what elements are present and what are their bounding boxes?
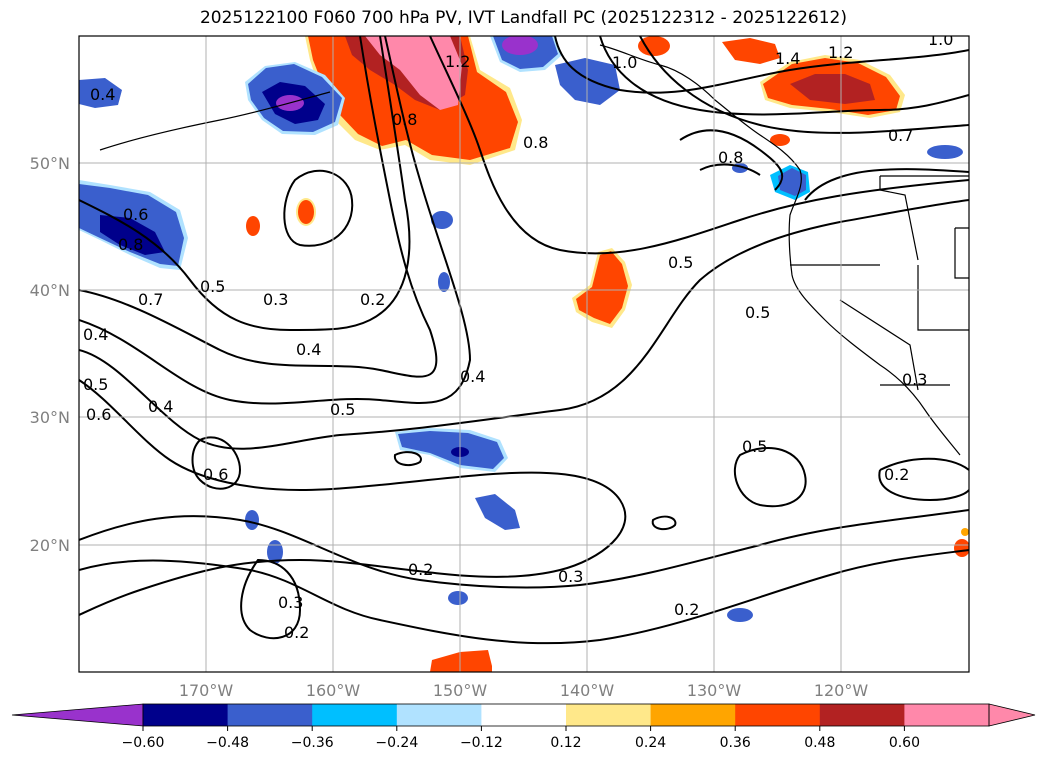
colorbar-tick-label: 0.48 (804, 735, 835, 751)
colorbar-extend-high (988, 703, 1036, 727)
lat-axis: 50°N 40°N 30°N 20°N (30, 154, 70, 555)
contour-label: 0.4 (90, 85, 115, 104)
contour-label: 1.0 (612, 53, 637, 72)
contour-label: 0.5 (200, 277, 225, 296)
chart-title: 2025122100 F060 700 hPa PV, IVT Landfall… (199, 8, 847, 28)
colorbar-tick-label: −0.60 (122, 735, 165, 751)
contour-label: 0.3 (902, 370, 927, 389)
contour-label: 0.5 (668, 253, 693, 272)
contour-label: 1.0 (928, 30, 953, 49)
colorbar: −0.60 −0.48 −0.36 −0.24 −0.12 0.12 0.24 0.36 0.4… (11, 703, 1036, 751)
contour-label: 0.3 (263, 290, 288, 309)
colorbar-segment (481, 704, 567, 726)
contour-label: 0.2 (674, 600, 699, 619)
contour-label: 0.6 (123, 205, 148, 224)
contour-label: 0.8 (718, 148, 743, 167)
lon-label: 170°W (179, 681, 234, 700)
colorbar-tick-label: −0.12 (460, 735, 503, 751)
contour-label: 1.2 (828, 43, 853, 62)
colorbar-segment (566, 704, 652, 726)
colorbar-segment (735, 704, 821, 726)
lat-label: 30°N (30, 408, 70, 427)
contour-label: 0.4 (83, 325, 108, 344)
lon-axis: 170°W 160°W 150°W 140°W 130°W 120°W (179, 681, 869, 700)
contour-label: 0.8 (392, 110, 417, 129)
colorbar-segment (143, 704, 229, 726)
colorbar-tick-label: 0.36 (720, 735, 751, 751)
colorbar-segment (396, 704, 482, 726)
coastlines (99, 44, 969, 456)
lat-label: 20°N (30, 536, 70, 555)
contour-label: 0.6 (203, 465, 228, 484)
colorbar-segment (227, 704, 313, 726)
lat-label: 40°N (30, 281, 70, 300)
contour-label: 0.5 (745, 303, 770, 322)
lon-label: 130°W (687, 681, 742, 700)
contour-label: 1.4 (775, 49, 800, 68)
contour-label: 0.2 (408, 560, 433, 579)
colorbar-segment (819, 704, 905, 726)
colorbar-tick-label: −0.48 (206, 735, 249, 751)
colorbar-extend-low (11, 703, 144, 727)
colorbar-segment (312, 704, 398, 726)
colorbar-segment (650, 704, 736, 726)
contour-label: 0.7 (888, 126, 913, 145)
lon-label: 150°W (433, 681, 488, 700)
colorbar-tick-label: −0.36 (291, 735, 334, 751)
lon-label: 160°W (306, 681, 361, 700)
contour-label: 0.6 (86, 405, 111, 424)
colorbar-tick-label: −0.24 (375, 735, 418, 751)
colorbar-tick-label: 0.60 (889, 735, 920, 751)
contour-label: 0.5 (742, 437, 767, 456)
colorbar-tick-label: 0.12 (550, 735, 581, 751)
contour-label: 0.2 (360, 290, 385, 309)
lat-label: 50°N (30, 154, 70, 173)
contour-label: 0.5 (330, 400, 355, 419)
gridlines (79, 36, 969, 672)
contour-label: 0.2 (884, 465, 909, 484)
contour-label: 0.4 (296, 340, 321, 359)
lon-label: 120°W (814, 681, 869, 700)
contour-label: 1.2 (445, 52, 470, 71)
contour-label: 0.3 (278, 593, 303, 612)
contour-label: 0.8 (523, 133, 548, 152)
contour-label: 0.3 (558, 567, 583, 586)
contour-label: 0.4 (148, 397, 173, 416)
colorbar-tick-label: 0.24 (635, 735, 666, 751)
contour-label: 0.5 (83, 375, 108, 394)
pv-shading (79, 36, 969, 672)
map-frame (78, 35, 970, 673)
contour-label: 0.7 (138, 290, 163, 309)
contour-label: 0.2 (284, 623, 309, 642)
pv-contours (79, 36, 969, 645)
contour-labels: 1.2 1.0 1.4 1.2 1.0 0.4 0.8 0.7 0.8 0.8 … (83, 30, 953, 642)
contour-label: 0.4 (460, 367, 485, 386)
colorbar-segment (904, 704, 990, 726)
lon-label: 140°W (560, 681, 615, 700)
contour-label: 0.8 (118, 235, 143, 254)
